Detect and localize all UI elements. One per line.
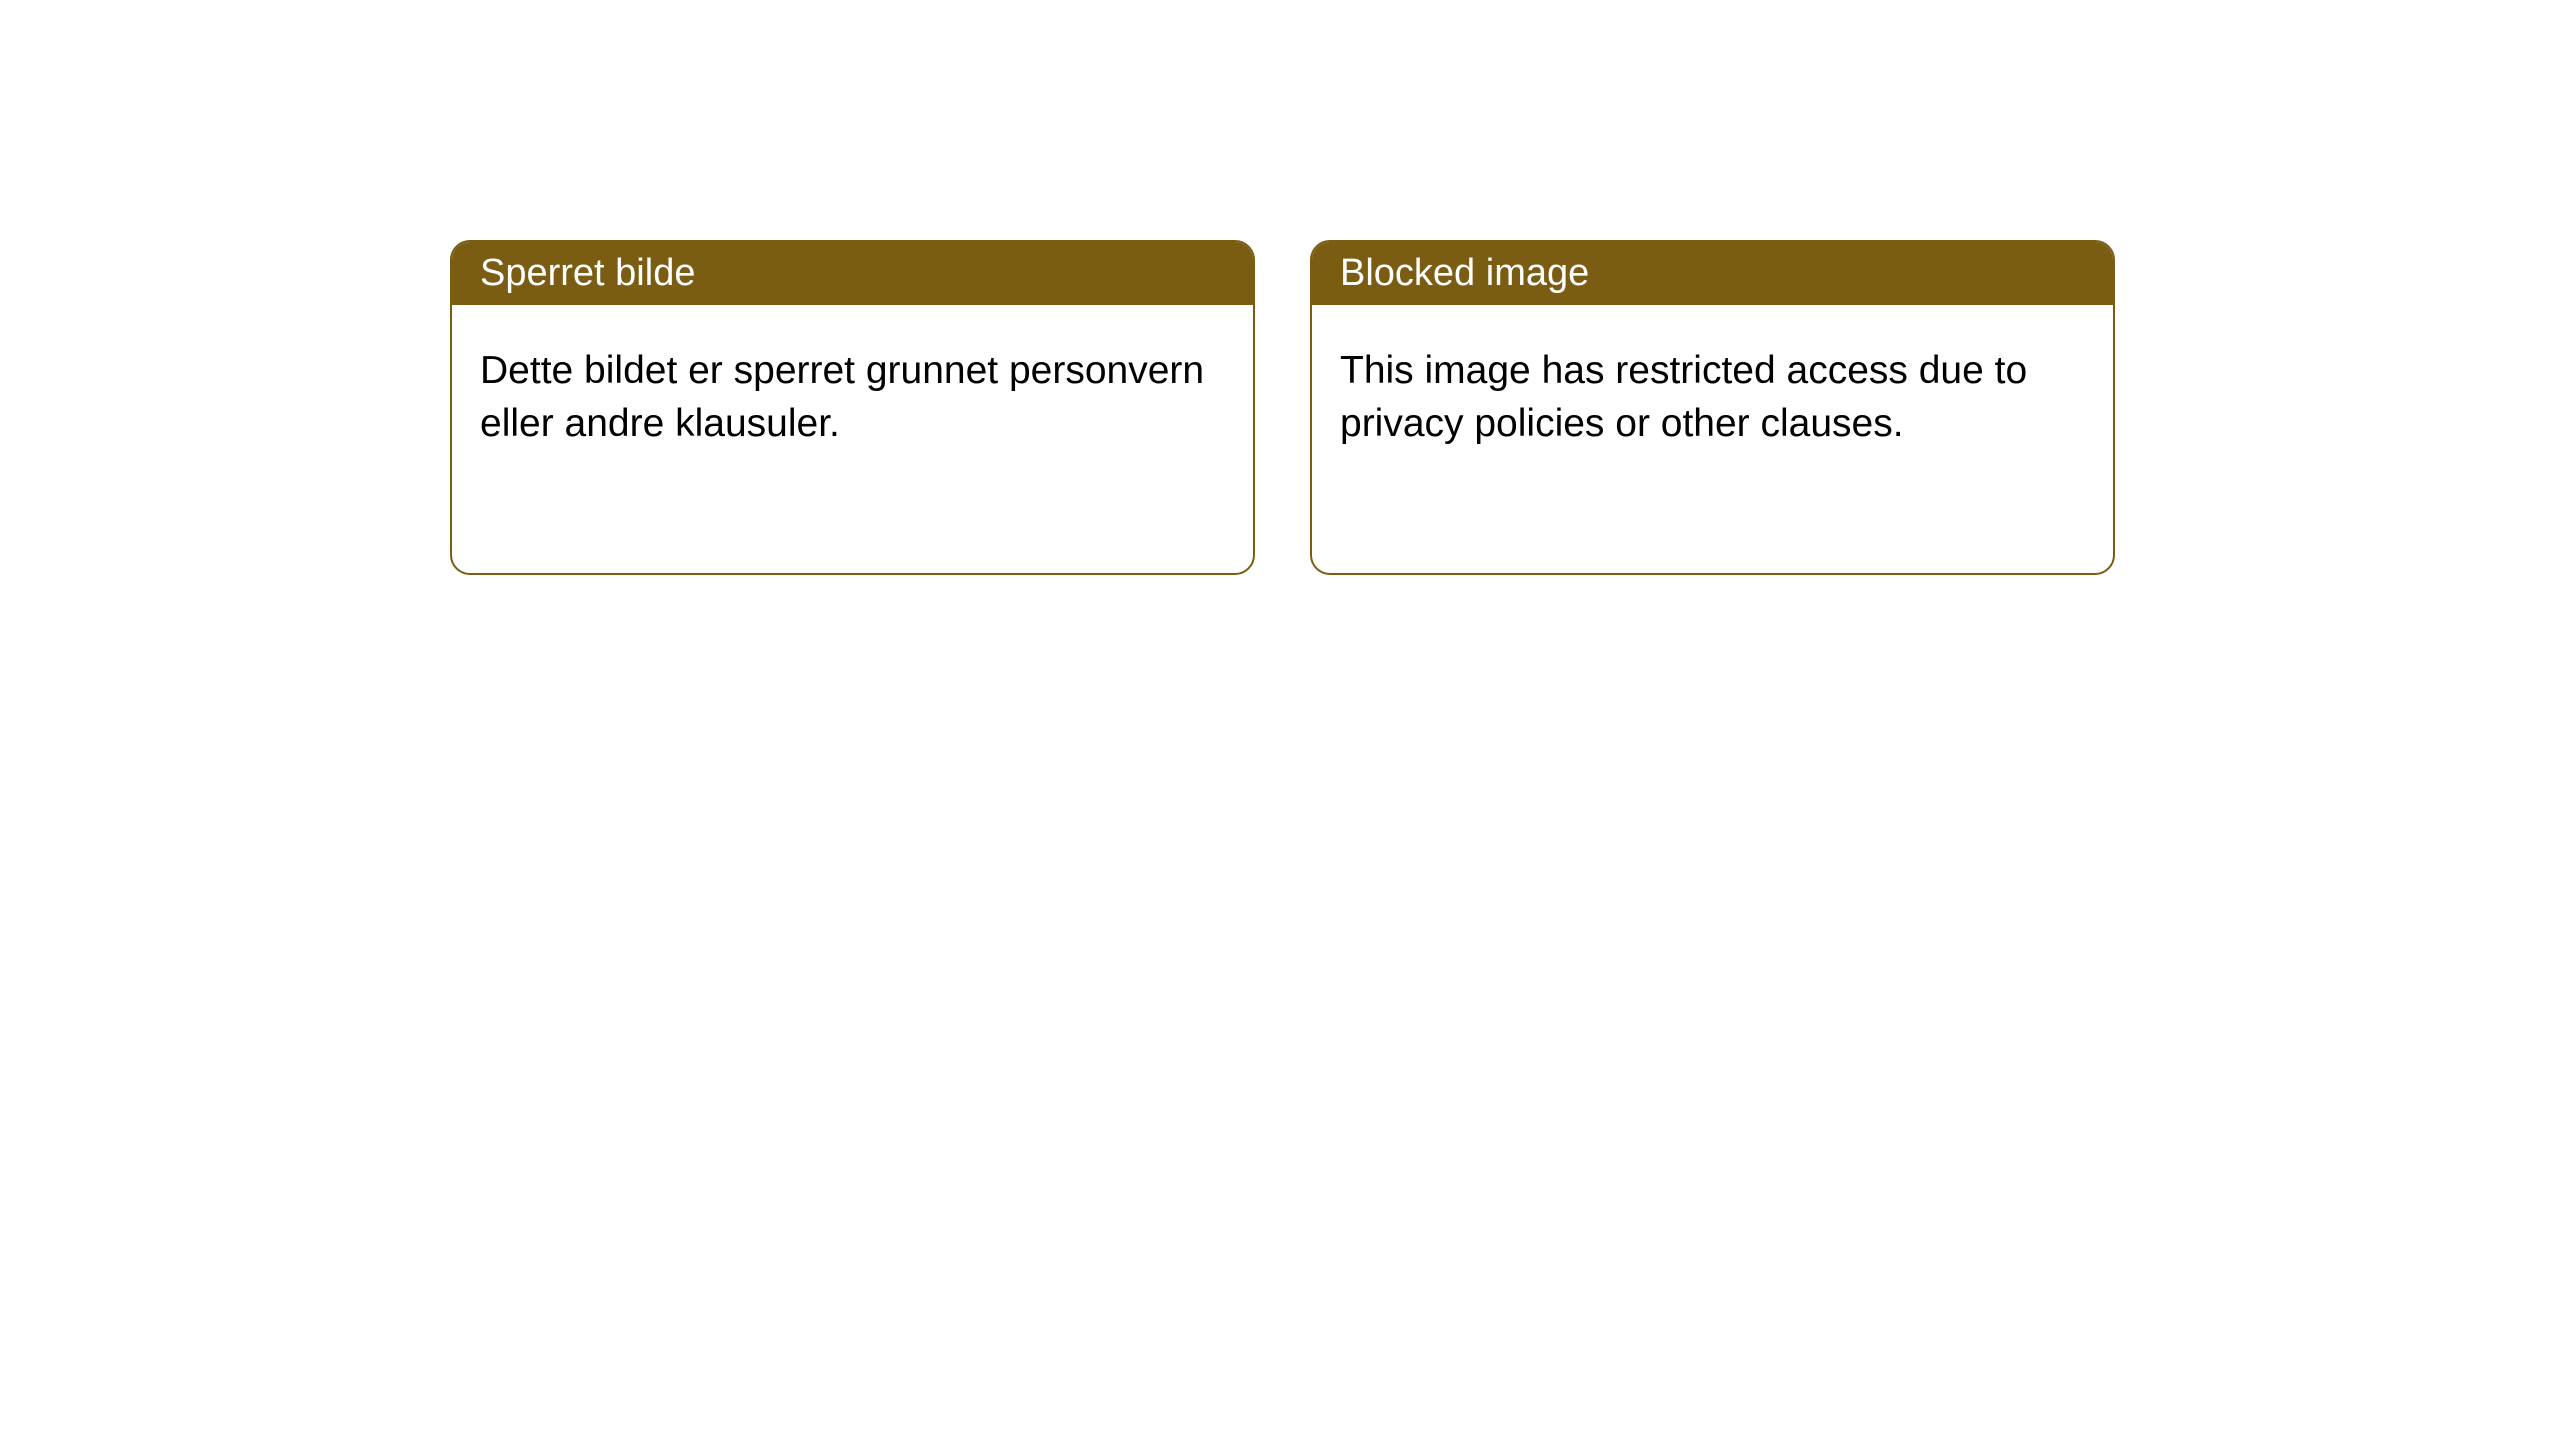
notice-card-norwegian: Sperret bilde Dette bildet er sperret gr… <box>450 240 1255 575</box>
notice-card-header: Sperret bilde <box>452 242 1253 305</box>
notice-card-english: Blocked image This image has restricted … <box>1310 240 2115 575</box>
notice-card-header: Blocked image <box>1312 242 2113 305</box>
notice-card-body: This image has restricted access due to … <box>1312 305 2113 490</box>
notice-card-body: Dette bildet er sperret grunnet personve… <box>452 305 1253 490</box>
notice-cards-row: Sperret bilde Dette bildet er sperret gr… <box>0 0 2560 575</box>
